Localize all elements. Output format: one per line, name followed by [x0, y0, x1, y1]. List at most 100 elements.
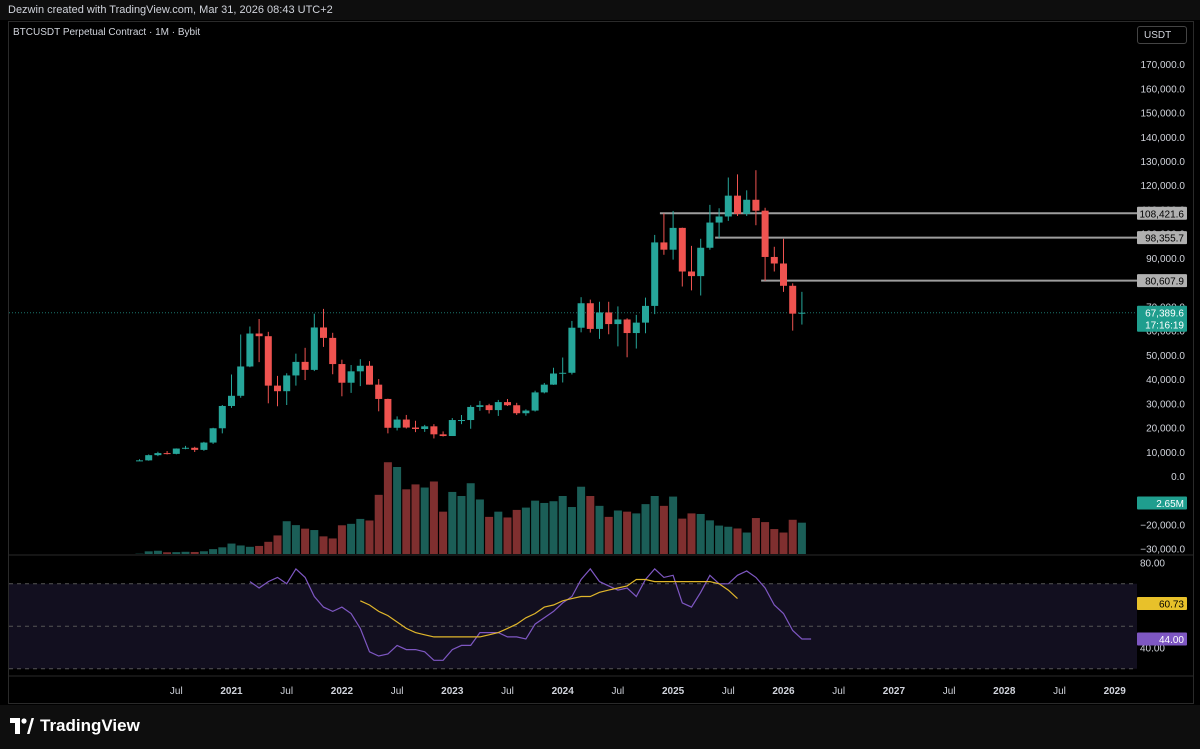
volume-label-bg — [1137, 496, 1187, 510]
footer-bar — [0, 705, 1200, 749]
candle-body — [467, 406, 475, 421]
candle-body — [402, 419, 410, 428]
candle-body — [356, 365, 364, 372]
candle-body — [513, 405, 521, 414]
volume-bar — [623, 511, 632, 554]
time-tick-label: Jul — [170, 686, 183, 697]
candle-body — [145, 455, 153, 461]
candle-body — [310, 327, 318, 370]
volume-bar — [696, 513, 705, 554]
candle-body — [724, 195, 732, 217]
candle-body — [780, 263, 787, 286]
level-label: 80,607.9 — [1145, 277, 1184, 288]
candle-body — [218, 405, 226, 429]
volume-bar — [715, 525, 724, 554]
candle-body — [154, 453, 162, 456]
volume-bar — [448, 491, 457, 554]
volume-bar — [595, 505, 604, 554]
price-tick-label: 90,000.0 — [1146, 254, 1185, 265]
candle-body — [136, 460, 143, 462]
candle-body — [642, 305, 649, 323]
candle-body — [329, 337, 337, 365]
candle-body — [292, 361, 300, 376]
volume-bar — [586, 496, 595, 554]
price-tick-label: 0.0 — [1171, 472, 1185, 483]
volume-bar — [632, 513, 641, 554]
time-tick-label: 2029 — [1104, 686, 1127, 697]
volume-bar — [374, 494, 383, 554]
volume-bar — [503, 517, 512, 554]
volume-bar — [420, 487, 429, 554]
currency-button[interactable]: USDT — [1137, 26, 1187, 44]
chart-header: Dezwin created with TradingView.com, Mar… — [0, 0, 1200, 20]
candle-body — [605, 312, 613, 325]
candle-body — [274, 385, 281, 392]
volume-bar — [705, 520, 714, 554]
volume-bar — [190, 551, 199, 554]
volume-bar — [227, 543, 236, 554]
volume-bar — [567, 507, 576, 554]
candle-body — [393, 419, 401, 428]
time-tick-label: Jul — [280, 686, 293, 697]
candle-body — [228, 395, 235, 406]
time-tick-label: 2026 — [772, 686, 795, 697]
price-chart[interactable]: 170,000.0 160,000.0 150,000.0 140,000.0 130,… — [0, 0, 1200, 705]
rsi-tick-label: 40.00 — [1140, 644, 1165, 655]
volume-bar — [218, 547, 227, 554]
candle-body — [789, 285, 797, 314]
volume-bar — [512, 509, 521, 554]
rsi-ma-value-label: 60.73 — [1159, 599, 1184, 610]
time-tick-label: 2024 — [552, 686, 575, 697]
volume-bar — [531, 500, 540, 554]
volume-bar — [291, 525, 300, 554]
volume-bar — [466, 483, 475, 554]
rsi-line — [249, 567, 812, 661]
rsi-ma-line — [360, 578, 738, 638]
volume-bar — [347, 523, 356, 554]
price-tick-label: 60,000.0 — [1146, 327, 1185, 338]
price-tick-label: 130,000.0 — [1141, 157, 1186, 168]
tradingview-logo[interactable]: TradingView — [10, 716, 140, 736]
time-tick-label: Jul — [612, 686, 625, 697]
candle-body — [494, 402, 502, 411]
time-tick-label: 2028 — [993, 686, 1016, 697]
time-tick-label: Jul — [1053, 686, 1066, 697]
candle-body — [347, 371, 355, 383]
candle-body — [182, 447, 189, 449]
symbol-label[interactable]: BTCUSDT Perpetual Contract · 1M · Bybit — [13, 27, 201, 38]
volume-bar — [540, 502, 549, 554]
candle-body — [586, 303, 594, 329]
candle-body — [651, 242, 659, 306]
volume-bar — [724, 526, 733, 554]
price-tick-label: 160,000.0 — [1141, 84, 1186, 95]
volume-bar — [494, 511, 503, 554]
candle-body — [172, 448, 180, 454]
price-tick-label: 50,000.0 — [1146, 351, 1185, 362]
price-tick-label: 30,000.0 — [1146, 399, 1185, 410]
volume-bar — [393, 467, 402, 554]
volume-bar — [558, 496, 567, 554]
candle-body — [264, 336, 272, 386]
time-tick-label: Jul — [501, 686, 514, 697]
tradingview-logo-icon — [10, 718, 34, 734]
candle-body — [697, 247, 705, 277]
candle-body — [614, 319, 622, 325]
volume-bar — [577, 486, 586, 554]
price-tick-label: 40,000.0 — [1146, 375, 1185, 386]
level-label: 108,421.6 — [1140, 209, 1185, 220]
candle-body — [375, 384, 383, 399]
candle-body — [522, 410, 530, 414]
volume-bar — [521, 507, 530, 554]
candle-body — [209, 428, 217, 443]
candle-body — [191, 447, 199, 450]
volume-bar — [172, 552, 181, 554]
volume-bar — [402, 489, 411, 554]
candle-body — [448, 420, 456, 437]
candle-body — [458, 420, 465, 422]
volume-bar — [485, 516, 494, 554]
candle-body — [715, 216, 723, 223]
candle-body — [200, 442, 208, 450]
volume-bar — [264, 541, 273, 554]
rsi-tick-label: 80.00 — [1140, 559, 1165, 570]
candle-body — [338, 364, 346, 383]
